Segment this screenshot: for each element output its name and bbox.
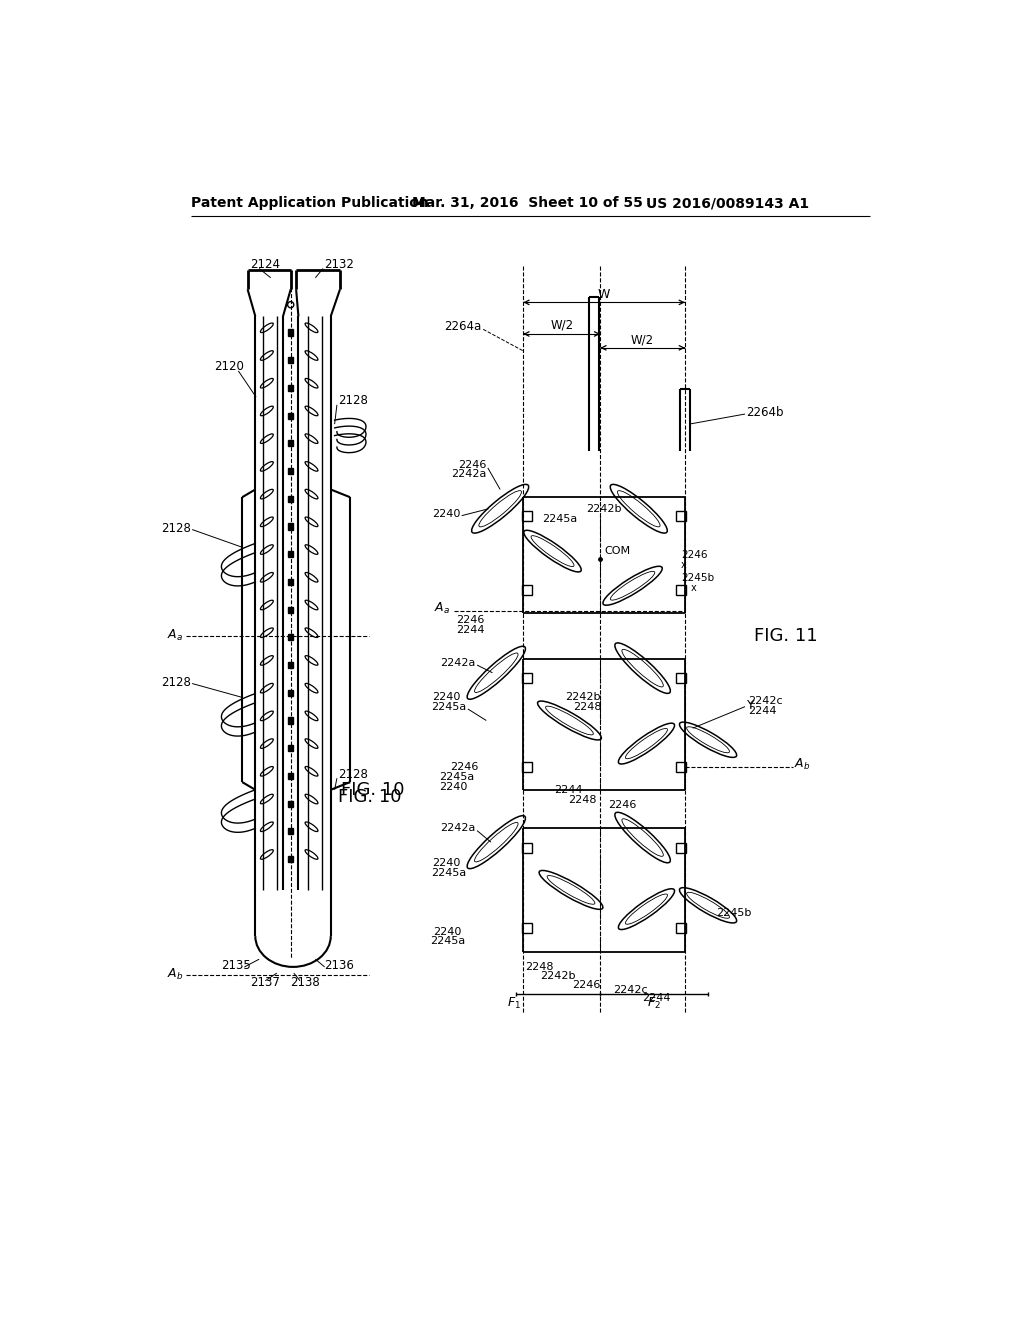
Bar [289, 385, 293, 391]
Text: Patent Application Publication: Patent Application Publication [190, 197, 428, 210]
Bar [289, 829, 293, 834]
Text: 2120: 2120 [214, 360, 244, 372]
Text: 2248: 2248 [573, 702, 602, 713]
Bar [289, 358, 293, 363]
Bar [289, 607, 293, 612]
Text: 2245b: 2245b [681, 573, 714, 583]
Text: 2246: 2246 [458, 459, 486, 470]
Text: 2246: 2246 [571, 979, 600, 990]
Text: 2240: 2240 [438, 781, 467, 792]
Bar [289, 413, 293, 418]
Text: $A_b$: $A_b$ [167, 968, 183, 982]
Text: 2245a: 2245a [431, 702, 466, 713]
Text: 2246: 2246 [457, 615, 484, 626]
Text: 2128: 2128 [339, 395, 369, 408]
Text: FIG. 10: FIG. 10 [341, 781, 404, 799]
Text: x: x [691, 583, 697, 593]
Text: 2242a: 2242a [451, 469, 486, 479]
Text: COM: COM [604, 546, 630, 556]
Text: 2128: 2128 [339, 768, 369, 781]
Text: W/2: W/2 [550, 318, 573, 331]
Bar [289, 744, 293, 751]
Text: 2264a: 2264a [443, 319, 481, 333]
Text: 2242c: 2242c [613, 985, 648, 995]
Text: W: W [598, 288, 610, 301]
Bar [289, 469, 293, 474]
Bar [676, 762, 686, 772]
Text: FIG. 10: FIG. 10 [338, 788, 401, 807]
Text: 2248: 2248 [524, 962, 553, 972]
Text: $A_b$: $A_b$ [795, 756, 811, 772]
Text: 2240: 2240 [432, 693, 460, 702]
Bar [289, 663, 293, 668]
Bar [289, 441, 293, 446]
Bar [676, 511, 686, 521]
Text: Y: Y [746, 698, 755, 711]
Text: $A_a$: $A_a$ [167, 628, 183, 643]
Text: 2132: 2132 [325, 259, 354, 271]
Text: 2246: 2246 [608, 800, 636, 810]
Bar [676, 673, 686, 684]
Text: 2240: 2240 [432, 858, 460, 869]
Text: 2240: 2240 [432, 510, 460, 519]
Text: 2244: 2244 [457, 624, 484, 635]
Text: 2242a: 2242a [440, 824, 475, 833]
Bar [522, 585, 532, 594]
Bar [289, 552, 293, 557]
Text: $A_a$: $A_a$ [434, 602, 451, 616]
Text: $F_2$: $F_2$ [647, 997, 662, 1011]
Text: 2124: 2124 [250, 259, 280, 271]
Bar [289, 635, 293, 640]
Text: 2242b: 2242b [541, 972, 575, 981]
Text: $F_1$: $F_1$ [507, 997, 521, 1011]
Text: 2244: 2244 [554, 785, 583, 795]
Text: 2245a: 2245a [543, 513, 578, 524]
Text: 2244: 2244 [643, 993, 671, 1003]
Text: 2128: 2128 [161, 521, 190, 535]
Text: 2245a: 2245a [431, 869, 466, 878]
Bar [289, 774, 293, 779]
Bar [289, 578, 293, 585]
Text: 2264b: 2264b [746, 407, 784, 418]
Text: 2138: 2138 [290, 975, 319, 989]
Text: x: x [681, 560, 687, 570]
Text: 2242b: 2242b [587, 504, 622, 513]
Text: 2242c: 2242c [749, 696, 782, 706]
Text: 2136: 2136 [325, 958, 354, 972]
Bar [289, 330, 293, 335]
Bar [289, 718, 293, 723]
Text: W/2: W/2 [631, 334, 654, 347]
Bar [289, 690, 293, 696]
Text: 2246: 2246 [451, 762, 478, 772]
Bar [522, 511, 532, 521]
Bar [289, 857, 293, 862]
Bar [522, 924, 532, 933]
Bar [522, 673, 532, 684]
Text: 2137: 2137 [250, 975, 280, 989]
Text: 2248: 2248 [568, 795, 596, 805]
Text: US 2016/0089143 A1: US 2016/0089143 A1 [646, 197, 810, 210]
Text: 2240: 2240 [433, 927, 462, 937]
Text: FIG. 11: FIG. 11 [755, 627, 818, 644]
Text: 2245b: 2245b [716, 908, 752, 917]
Bar [289, 800, 293, 807]
Text: 2135: 2135 [221, 958, 251, 972]
Bar [289, 524, 293, 529]
Bar [522, 762, 532, 772]
Text: 2242b: 2242b [565, 693, 601, 702]
Text: 2245a: 2245a [430, 936, 466, 946]
Text: 2245a: 2245a [439, 772, 475, 781]
Text: 2128: 2128 [161, 676, 190, 689]
Bar [676, 585, 686, 594]
Text: Mar. 31, 2016  Sheet 10 of 55: Mar. 31, 2016 Sheet 10 of 55 [412, 197, 642, 210]
Text: 2246: 2246 [681, 550, 708, 560]
Bar [522, 842, 532, 853]
Bar [289, 496, 293, 502]
Text: 2244: 2244 [749, 706, 776, 717]
Bar [676, 842, 686, 853]
Bar [676, 924, 686, 933]
Text: 2242a: 2242a [440, 657, 475, 668]
